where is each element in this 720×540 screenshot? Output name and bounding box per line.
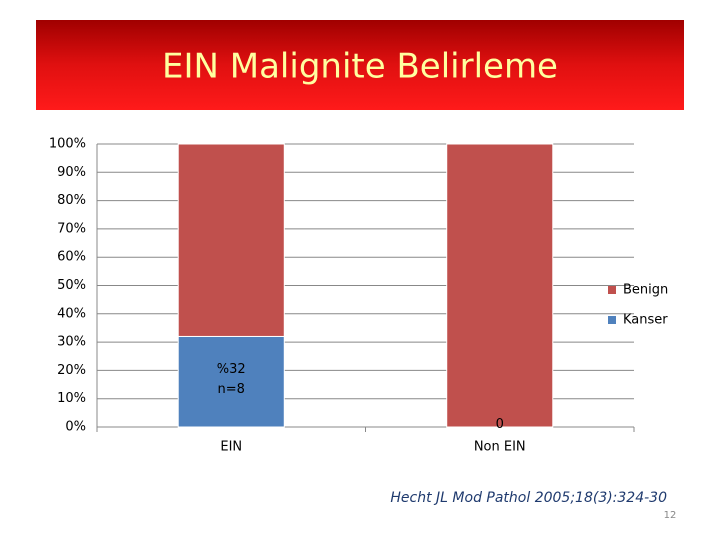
y-tick-label: 50% bbox=[57, 278, 86, 293]
y-tick-label: 0% bbox=[65, 420, 86, 435]
x-tick-label: Non EIN bbox=[474, 440, 526, 455]
bar-segment bbox=[446, 143, 554, 428]
legend-swatch bbox=[608, 316, 616, 324]
legend-label: Kanser bbox=[623, 313, 668, 328]
y-tick-label: 40% bbox=[57, 306, 86, 321]
x-tick-label: EIN bbox=[220, 440, 242, 455]
value-label: 0 bbox=[495, 417, 504, 432]
y-tick-label: 60% bbox=[57, 250, 86, 265]
slide-title: EIN Malignite Belirleme bbox=[162, 47, 558, 87]
value-label: %32 n=8 bbox=[216, 361, 246, 397]
y-tick-label: 70% bbox=[57, 221, 86, 236]
legend-swatch bbox=[608, 286, 616, 294]
y-tick-label: 80% bbox=[57, 193, 86, 208]
bar-segment bbox=[177, 143, 285, 337]
y-tick-label: 20% bbox=[57, 363, 86, 378]
legend-label: Benign bbox=[623, 283, 668, 298]
y-tick-label: 30% bbox=[57, 335, 86, 350]
slide-number: 12 bbox=[664, 510, 677, 521]
y-tick-label: 100% bbox=[49, 137, 86, 152]
title-banner bbox=[36, 20, 684, 110]
y-tick-label: 90% bbox=[57, 165, 86, 180]
citation: Hecht JL Mod Pathol 2005;18(3):324-30 bbox=[390, 490, 667, 506]
y-tick-label: 10% bbox=[57, 391, 86, 406]
